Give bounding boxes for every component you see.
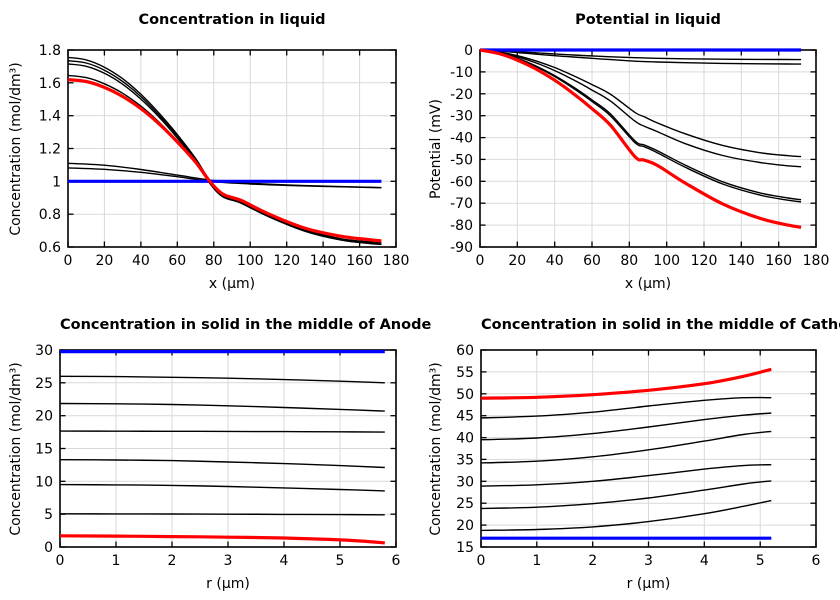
svg-text:140: 140 (728, 253, 755, 269)
chart-title: Concentration in liquid (138, 12, 326, 28)
svg-text:180: 180 (803, 253, 830, 269)
x-axis-label: x (μm) (624, 276, 672, 292)
x-axis-label: r (μm) (626, 576, 671, 592)
svg-text:30: 30 (35, 343, 53, 359)
svg-text:80: 80 (205, 253, 223, 269)
svg-text:45: 45 (456, 409, 474, 425)
svg-text:1.8: 1.8 (39, 43, 61, 59)
chart-potential-in-liquid: 0 20 40 60 80 100 120 140 160 180 0 -10 -20 -30 -40 -50… (420, 0, 840, 300)
svg-text:6: 6 (812, 553, 821, 569)
svg-text:1: 1 (532, 553, 541, 569)
x-axis-label: x (μm) (208, 276, 256, 292)
svg-text:0: 0 (476, 253, 485, 269)
svg-text:40: 40 (546, 253, 564, 269)
svg-text:140: 140 (310, 253, 337, 269)
svg-text:5: 5 (756, 553, 765, 569)
svg-text:30: 30 (456, 474, 474, 490)
svg-text:1.4: 1.4 (39, 109, 61, 125)
svg-text:5: 5 (336, 553, 345, 569)
y-axis-label: Potential (mV) (428, 99, 444, 199)
svg-text:-20: -20 (450, 87, 473, 103)
svg-text:6: 6 (392, 553, 401, 569)
svg-text:-80: -80 (450, 218, 473, 234)
chart-concentration-solid-cathode: 0 1 2 3 4 5 6 15 20 25 30 35 40 45 50 55 60 Concentratio… (420, 300, 840, 600)
y-axis-label: Concentration (mol/dm³) (8, 362, 24, 536)
svg-text:2: 2 (588, 553, 597, 569)
svg-text:35: 35 (456, 452, 474, 468)
svg-text:1.2: 1.2 (39, 142, 61, 158)
svg-text:-40: -40 (450, 131, 473, 147)
plot-area: 0 20 40 60 80 100 120 140 160 180 0 -10 -20 -30 -40 -50… (450, 43, 830, 269)
svg-text:20: 20 (35, 409, 53, 425)
svg-text:-60: -60 (450, 174, 473, 190)
svg-text:1: 1 (112, 553, 121, 569)
svg-text:180: 180 (383, 253, 410, 269)
svg-text:100: 100 (237, 253, 264, 269)
svg-text:20: 20 (508, 253, 526, 269)
svg-text:160: 160 (765, 253, 792, 269)
svg-text:100: 100 (653, 253, 680, 269)
svg-text:50: 50 (456, 387, 474, 403)
svg-text:60: 60 (456, 343, 474, 359)
svg-text:1: 1 (52, 174, 61, 190)
svg-text:120: 120 (691, 253, 718, 269)
svg-text:-90: -90 (450, 240, 473, 256)
svg-text:15: 15 (35, 442, 53, 458)
y-axis-label: Concentration (mol/dm³) (428, 362, 444, 536)
svg-text:0: 0 (464, 43, 473, 59)
svg-text:0: 0 (44, 540, 53, 556)
svg-text:0.8: 0.8 (39, 207, 61, 223)
chart-concentration-solid-anode: 0 1 2 3 4 5 6 0 5 10 15 20 25 30 Concentration in sol… (0, 300, 432, 600)
plot-area: 0 1 2 3 4 5 6 0 5 10 15 20 25 30 (35, 343, 401, 569)
svg-text:-30: -30 (450, 109, 473, 125)
x-axis-label: r (μm) (206, 576, 250, 592)
svg-text:160: 160 (346, 253, 373, 269)
y-axis-label: Concentration (mol/dm³) (8, 62, 24, 236)
svg-text:0: 0 (477, 553, 486, 569)
svg-text:0: 0 (56, 553, 65, 569)
svg-text:-10: -10 (450, 65, 473, 81)
svg-text:120: 120 (273, 253, 300, 269)
svg-text:15: 15 (456, 540, 474, 556)
svg-text:40: 40 (132, 253, 150, 269)
chart-title: Concentration in solid in the middle of … (481, 317, 840, 333)
svg-text:4: 4 (700, 553, 709, 569)
chart-title: Potential in liquid (575, 12, 721, 28)
svg-text:2: 2 (168, 553, 177, 569)
svg-text:1.6: 1.6 (39, 76, 61, 92)
svg-text:3: 3 (224, 553, 233, 569)
svg-text:0: 0 (64, 253, 73, 269)
svg-text:25: 25 (456, 496, 474, 512)
svg-text:0.6: 0.6 (39, 240, 61, 256)
svg-text:40: 40 (456, 431, 474, 447)
svg-text:-50: -50 (450, 152, 473, 168)
svg-text:60: 60 (168, 253, 186, 269)
svg-text:5: 5 (44, 507, 53, 523)
svg-text:20: 20 (95, 253, 113, 269)
chart-title: Concentration in solid in the middle of … (60, 317, 432, 333)
svg-text:3: 3 (644, 553, 653, 569)
svg-text:-70: -70 (450, 196, 473, 212)
svg-text:80: 80 (620, 253, 638, 269)
svg-text:4: 4 (280, 553, 289, 569)
svg-text:20: 20 (456, 518, 474, 534)
svg-text:55: 55 (456, 365, 474, 381)
svg-text:25: 25 (35, 376, 53, 392)
svg-text:60: 60 (583, 253, 601, 269)
chart-concentration-in-liquid: 0 20 40 60 80 100 120 140 160 180 0.6 0.8 1 1.2 1.4 1.6… (0, 0, 420, 300)
svg-text:10: 10 (35, 474, 53, 490)
plot-area: 0 20 40 60 80 100 120 140 160 180 0.6 0.8 1 1.2 1.4 1.6… (39, 43, 410, 269)
